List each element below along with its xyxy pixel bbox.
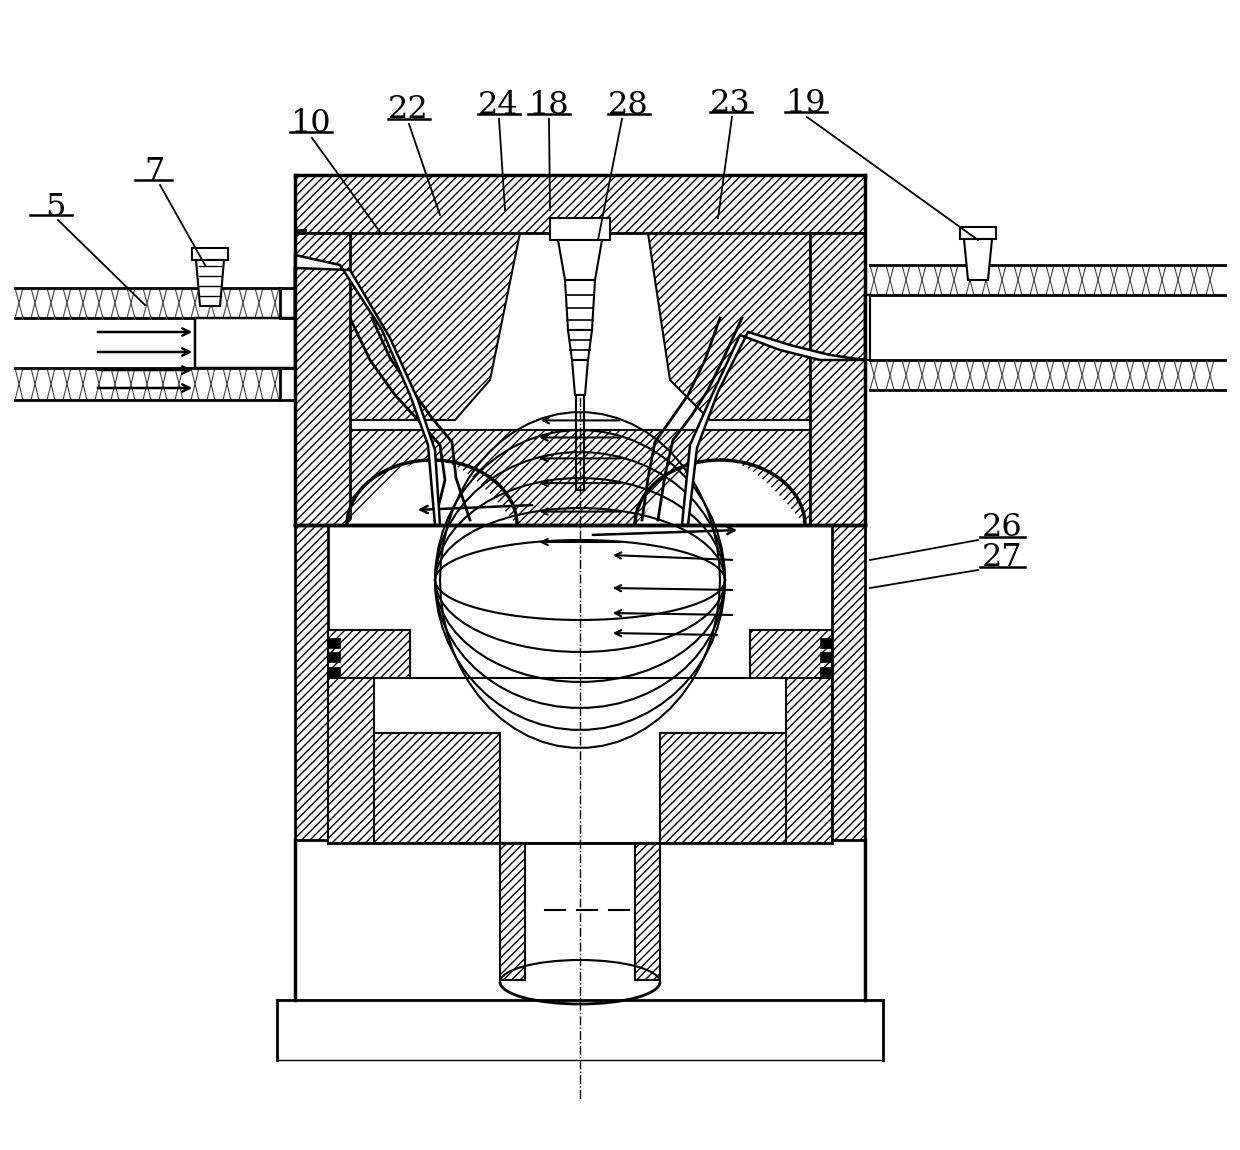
- Polygon shape: [682, 296, 870, 526]
- Polygon shape: [500, 843, 525, 980]
- Polygon shape: [295, 175, 866, 233]
- Text: 24: 24: [477, 90, 518, 121]
- Text: 27: 27: [982, 543, 1022, 574]
- Polygon shape: [192, 248, 228, 260]
- Polygon shape: [565, 279, 595, 330]
- Polygon shape: [196, 260, 224, 306]
- Text: 7: 7: [145, 156, 165, 187]
- Polygon shape: [960, 227, 996, 239]
- Text: 22: 22: [388, 94, 428, 125]
- Polygon shape: [295, 233, 350, 526]
- Text: 10: 10: [290, 107, 330, 138]
- Polygon shape: [350, 430, 810, 526]
- Polygon shape: [635, 843, 660, 980]
- Polygon shape: [963, 239, 992, 279]
- Polygon shape: [810, 233, 866, 526]
- Text: 18: 18: [528, 90, 568, 121]
- Polygon shape: [295, 526, 329, 840]
- Polygon shape: [832, 526, 866, 840]
- Polygon shape: [820, 667, 832, 677]
- Polygon shape: [558, 240, 601, 279]
- Polygon shape: [329, 678, 374, 843]
- Text: 23: 23: [709, 87, 750, 118]
- Polygon shape: [820, 638, 832, 647]
- Text: 5: 5: [45, 192, 66, 223]
- Polygon shape: [347, 460, 517, 526]
- Text: 19: 19: [785, 87, 826, 118]
- Text: 28: 28: [608, 90, 649, 121]
- Polygon shape: [374, 733, 500, 843]
- Polygon shape: [649, 233, 810, 420]
- Polygon shape: [329, 630, 410, 678]
- Polygon shape: [635, 460, 805, 526]
- Polygon shape: [750, 630, 832, 678]
- Polygon shape: [195, 255, 440, 526]
- Polygon shape: [329, 638, 340, 647]
- Polygon shape: [568, 330, 591, 360]
- Polygon shape: [350, 233, 520, 420]
- Polygon shape: [551, 218, 610, 240]
- Polygon shape: [329, 652, 340, 662]
- Polygon shape: [572, 360, 588, 394]
- Polygon shape: [866, 296, 870, 360]
- Polygon shape: [660, 733, 786, 843]
- Polygon shape: [820, 652, 832, 662]
- Text: 26: 26: [982, 513, 1022, 544]
- Polygon shape: [786, 678, 832, 843]
- Polygon shape: [329, 667, 340, 677]
